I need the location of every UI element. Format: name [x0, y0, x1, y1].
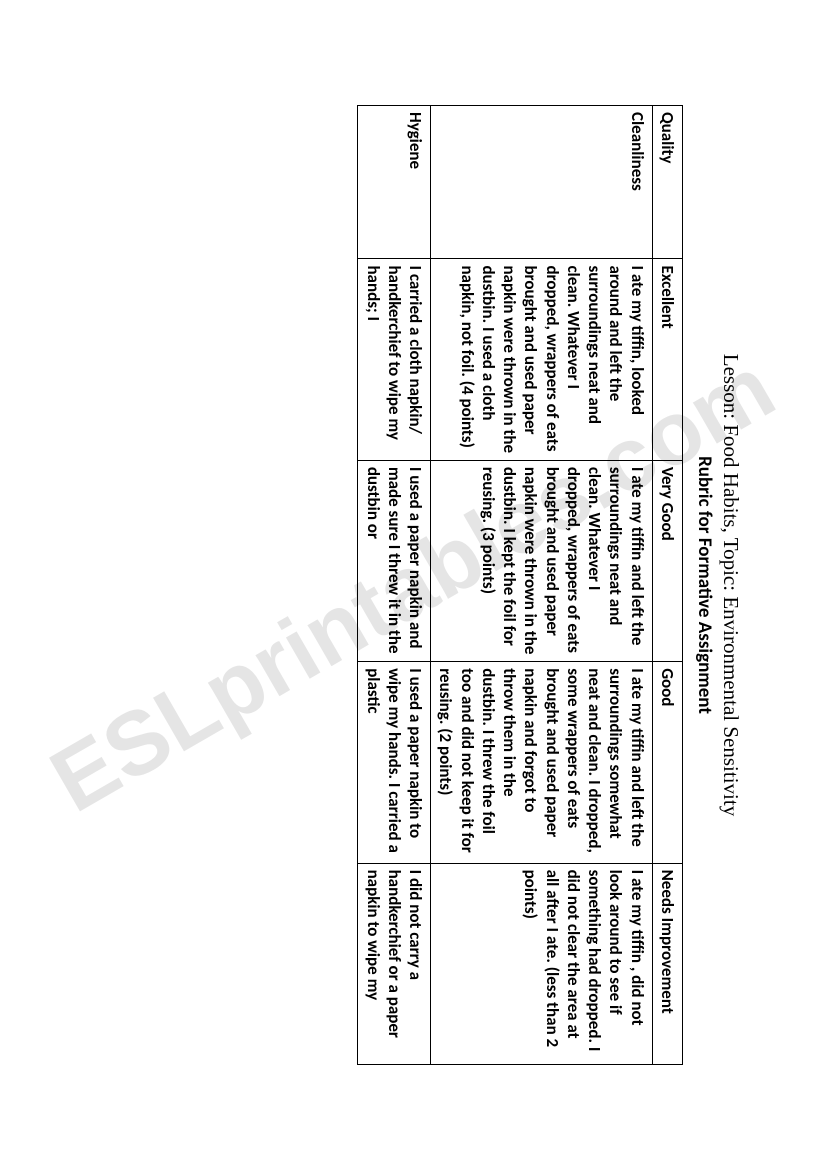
page-container: Lesson: Food Habits, Topic: Environmenta… — [63, 65, 763, 1105]
cell-very-good: I ate my tiffin and left the surrounding… — [431, 460, 653, 661]
col-needs-improvement: Needs Improvement — [652, 863, 682, 1064]
cell-good: I ate my tiffin and left the surrounding… — [431, 661, 653, 862]
table-row: Hygiene I carried a cloth napkin/ handke… — [358, 105, 431, 1064]
rubric-title: Rubric for Formative Assignment — [693, 105, 716, 1065]
cell-quality: Cleanliness — [431, 105, 653, 258]
cell-quality: Hygiene — [358, 105, 431, 258]
cell-excellent: I carried a cloth napkin/ handkerchief t… — [358, 258, 431, 459]
col-quality: Quality — [652, 105, 682, 258]
table-header-row: Quality Excellent Very Good Good Needs I… — [652, 105, 682, 1064]
cell-needs-improvement: I did not carry a handkerchief or a pape… — [358, 863, 431, 1064]
cell-good: I used a paper napkin to wipe my hands. … — [358, 661, 431, 862]
cell-very-good: I used a paper napkin and made sure I th… — [358, 460, 431, 661]
col-good: Good — [652, 661, 682, 862]
col-excellent: Excellent — [652, 258, 682, 459]
lesson-header: Lesson: Food Habits, Topic: Environmenta… — [718, 105, 743, 1065]
cell-excellent: I ate my tiffin, looked around and left … — [431, 258, 653, 459]
col-very-good: Very Good — [652, 460, 682, 661]
rubric-table: Quality Excellent Very Good Good Needs I… — [358, 105, 684, 1065]
table-row: Cleanliness I ate my tiffin, looked arou… — [431, 105, 653, 1064]
cell-needs-improvement: I ate my tiffin , did not look around to… — [431, 863, 653, 1064]
